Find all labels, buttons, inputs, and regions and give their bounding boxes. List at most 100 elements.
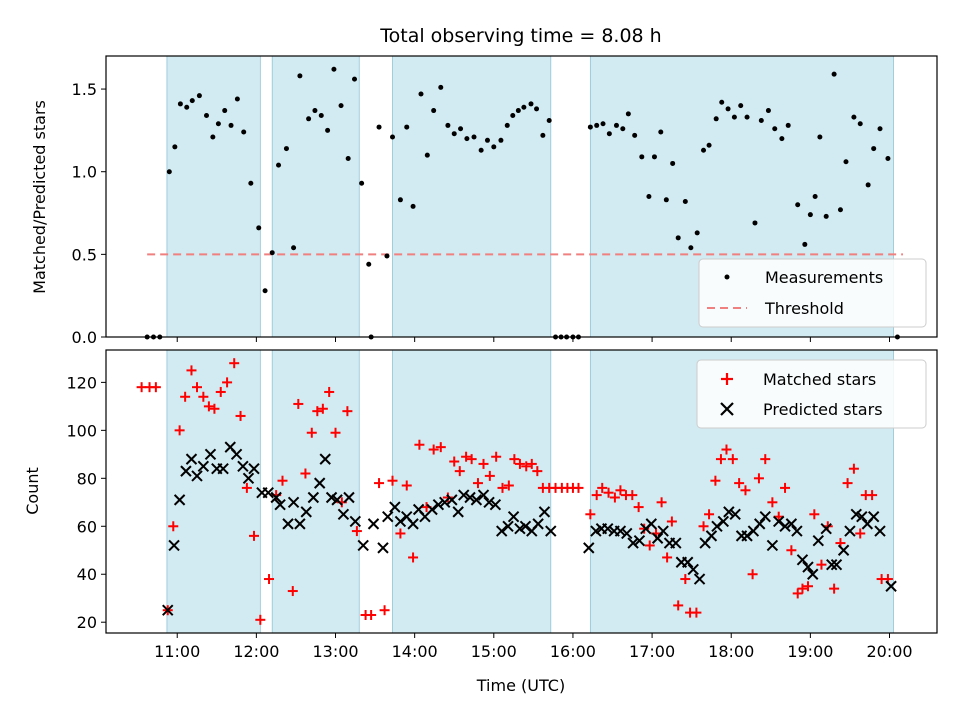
top-legend: Measurements Threshold (698, 258, 927, 328)
matched-stars-point (867, 490, 878, 501)
x-tick-label: 20:00 (866, 642, 912, 661)
measurement-point (241, 129, 247, 135)
matched-stars-point (727, 454, 738, 465)
bottom-y-axis-label: Count (23, 467, 42, 515)
matched-stars-point (809, 509, 820, 520)
measurement-point (795, 202, 801, 208)
predicted-stars-point (657, 525, 669, 537)
predicted-stars-point (270, 491, 282, 504)
predicted-stars-point (844, 525, 856, 537)
predicted-stars-point (294, 518, 306, 530)
predicted-stars-point (168, 539, 180, 552)
x-axis-label: Time (UTC) (476, 676, 565, 695)
top-legend-box (698, 258, 927, 328)
top-panel: 0.0 0.5 1.0 1.5 Matched/Predicted stars Mea… (30, 55, 938, 347)
bottom-legend: Matched stars Predicted stars (696, 359, 927, 429)
matched-stars-point (449, 456, 460, 467)
measurement-point (837, 207, 843, 213)
measurement-point (646, 194, 652, 199)
predicted-stars-point (489, 498, 502, 511)
predicted-stars-point (180, 465, 192, 477)
matched-stars-point (229, 358, 240, 369)
measurement-point (843, 159, 849, 165)
measurement-point (719, 99, 725, 105)
measurement-point (325, 127, 331, 133)
x-tick-label: 16:00 (550, 642, 596, 661)
predicted-stars-point (426, 503, 438, 516)
measurement-point (779, 136, 785, 142)
predicted-stars-point (791, 525, 803, 537)
predicted-stars-point (766, 539, 779, 552)
measurement-point (166, 169, 172, 175)
legend-predicted-marker (720, 402, 734, 416)
predicted-stars-point (754, 518, 766, 530)
measurement-point (620, 126, 626, 132)
predicted-stars-point (807, 568, 819, 580)
matched-stars-point (461, 451, 472, 462)
matched-stars-point (374, 478, 385, 489)
legend-measurements-label: Measurements (765, 268, 883, 287)
predicted-stars-point (651, 532, 664, 544)
matched-stars-point (466, 454, 477, 465)
predicted-stars-point (693, 573, 706, 585)
bot-y-tick-label: 100 (66, 421, 97, 440)
predicted-stars-point (367, 518, 380, 530)
matched-stars-point (209, 403, 220, 414)
predicted-stars-point (830, 558, 843, 571)
predicted-stars-point (645, 518, 658, 530)
x-tick-label: 12:00 (233, 642, 279, 661)
bot-shaded-interval-1 (271, 349, 360, 634)
top-y-tick-label: 1.5 (72, 80, 97, 99)
predicted-stars-point (300, 506, 312, 518)
predicted-stars-point (382, 510, 394, 523)
measurement-point (632, 132, 638, 138)
matched-stars-point (478, 458, 489, 469)
measurement-point (613, 122, 619, 128)
predicted-stars-point (885, 580, 897, 592)
measurement-point (694, 230, 700, 236)
measurement-point (877, 126, 883, 132)
measurement-point (404, 124, 410, 130)
measurement-point (210, 134, 216, 140)
bot-y-tick-label: 20 (77, 613, 97, 632)
predicted-stars-point (633, 534, 646, 547)
matched-stars-point (585, 509, 596, 520)
matched-stars-point (721, 444, 732, 455)
legend-measurements-marker (724, 274, 730, 280)
measurement-point (262, 288, 268, 294)
measurement-point (682, 198, 688, 204)
predicted-stars-point (173, 494, 186, 506)
matched-stars-point (395, 528, 406, 539)
predicted-stars-point (602, 522, 614, 535)
top-y-tick-label: 0.0 (72, 328, 97, 347)
measurement-point (851, 114, 857, 120)
measurement-point (172, 144, 178, 150)
matched-stars-point (491, 451, 502, 462)
measurement-point (772, 126, 778, 132)
measurement-point (464, 136, 470, 142)
matched-stars-point (591, 490, 602, 501)
predicted-stars-point (377, 542, 389, 554)
matched-stars-point (180, 391, 191, 402)
predicted-stars-point (681, 556, 694, 568)
measurement-point (458, 126, 464, 132)
measurement-point (297, 73, 303, 79)
matched-stars-point (324, 386, 335, 397)
matched-stars-point (662, 552, 673, 563)
legend-matched-marker (721, 373, 733, 385)
measurement-point (802, 241, 808, 247)
predicted-stars-point (319, 453, 331, 465)
measurement-point (269, 250, 275, 256)
x-tick-label: 17:00 (629, 642, 675, 661)
x-tick-label: 13:00 (312, 642, 358, 661)
predicted-stars-point (407, 518, 419, 530)
measurement-point (606, 131, 612, 137)
bot-y-tick-label: 60 (77, 517, 97, 536)
predicted-stars-point (349, 515, 362, 528)
matched-stars-point (503, 480, 514, 491)
predicted-stars-point (204, 448, 217, 461)
matched-stars-point (174, 425, 185, 436)
matched-stars-point (656, 497, 667, 508)
measurement-point (885, 155, 891, 161)
matched-stars-point (248, 530, 259, 541)
